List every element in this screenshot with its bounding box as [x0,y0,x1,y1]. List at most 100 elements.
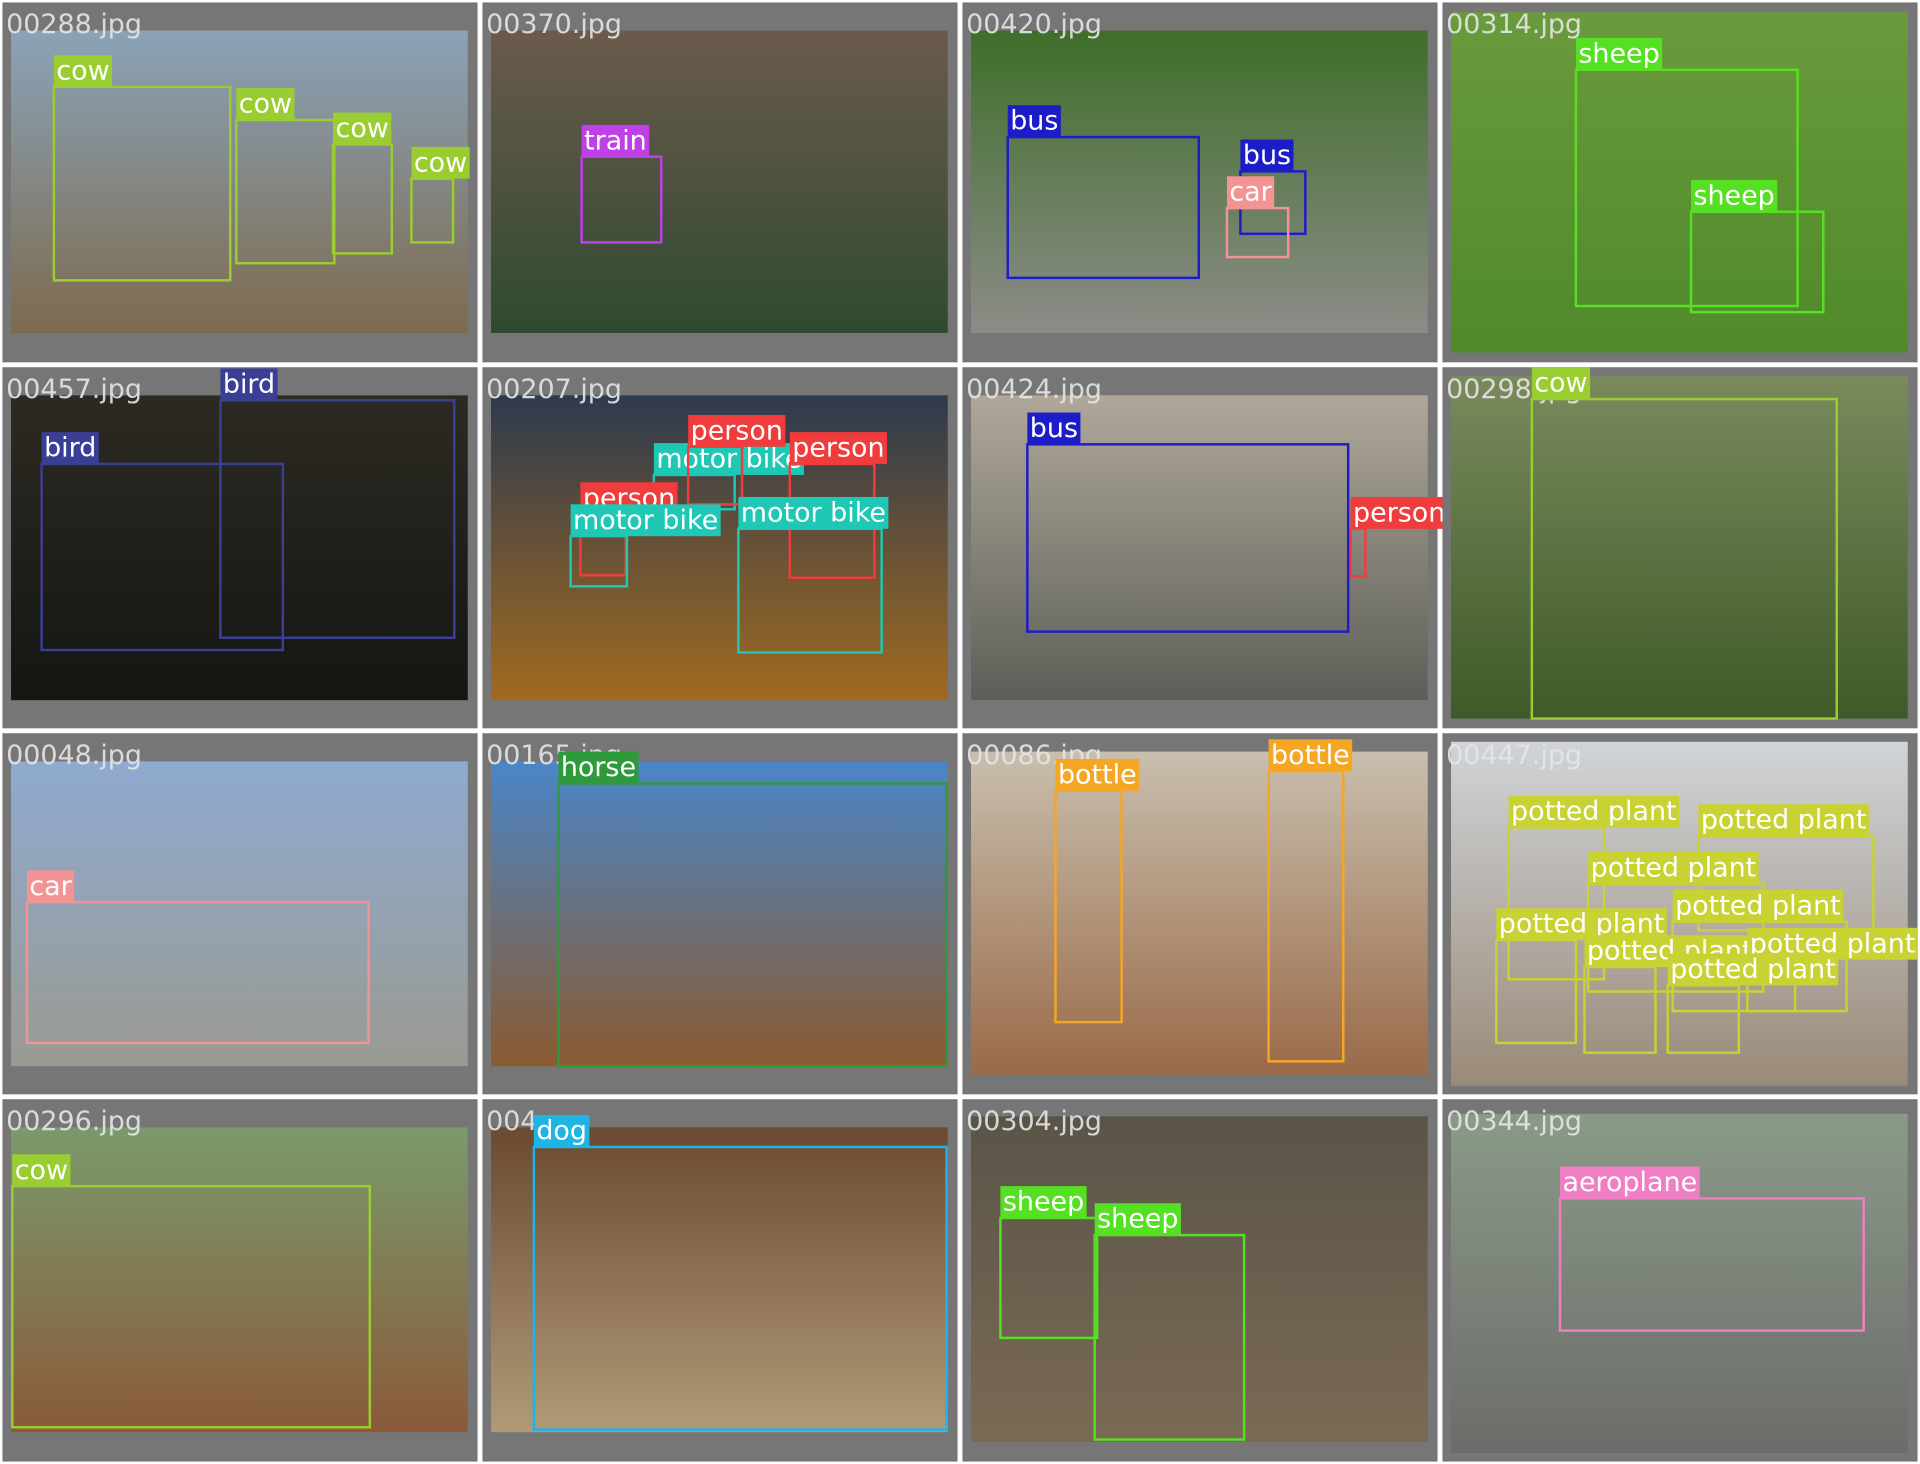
bounding-box [1093,1233,1246,1441]
bounding-box [219,399,456,639]
box-label: bus [1010,106,1058,137]
box-label: cow [336,113,389,144]
box-label: horse [561,752,636,783]
box-label: bus [1030,413,1078,444]
photo [1451,12,1908,353]
label-background [653,443,804,475]
label-background [1691,179,1778,212]
photo [971,751,1428,1075]
filename: 00314.jpg [1446,9,1582,40]
filename: 00304.jpg [966,1106,1102,1137]
photo [11,1127,468,1433]
filename: 00424.jpg [966,374,1102,405]
label-background [1672,889,1844,922]
box-label: potted plant [1670,954,1836,985]
label-background [1240,139,1294,172]
filename: 00288.jpg [6,9,142,40]
photo [1451,1113,1908,1453]
label-background [236,88,295,120]
label-background [1000,1186,1087,1218]
filename: 00207.jpg [486,374,622,405]
box-label: sheep [1097,1204,1178,1235]
label-background [1007,105,1061,138]
filename: 00447.jpg [1446,740,1582,771]
box-label: motor bike [573,505,718,536]
label-background [53,55,113,87]
label-background [533,1115,590,1147]
box-label: bus [1243,140,1291,171]
label-background [1094,1203,1181,1236]
box-label: sheep [1003,1187,1084,1218]
label-background [1496,908,1667,941]
box-label: cow [414,147,467,178]
label-background [1698,804,1869,837]
box-label: bottle [1271,740,1350,771]
label-background [1268,739,1353,772]
box-label: car [1229,177,1272,208]
box-label: sheep [1693,180,1774,211]
box-label: potted plant [1701,805,1867,836]
box-label: bird [223,369,275,400]
box-label: person [1353,497,1445,528]
label-background [558,751,639,784]
label-background [688,414,786,447]
box-label: motor bike [656,444,801,475]
label-background [1560,1166,1700,1199]
label-background [738,496,889,529]
filename: 00296.jpg [6,1106,142,1137]
photo [971,1116,1428,1442]
label-background [1508,795,1680,828]
box-label: cow [239,89,292,120]
filename: 00048.jpg [6,740,142,771]
label-background [1226,176,1275,209]
box-label: potted plant [1675,890,1841,921]
bounding-box [1558,1197,1865,1332]
label-background [333,112,392,145]
filename: 00344.jpg [1446,1106,1582,1137]
label-background [41,432,99,464]
label-background [1350,496,1448,529]
box-label: motor bike [741,497,886,528]
filename: 00370.jpg [486,9,622,40]
box-label: train [584,125,647,156]
label-background [1588,851,1759,884]
label-background [26,870,75,903]
box-label: aeroplane [1562,1167,1697,1198]
label-background [12,1154,71,1187]
box-label: person [691,415,783,446]
bounding-box [1006,135,1200,280]
box-label: car [29,871,72,902]
box-label: potted plant [1499,909,1665,940]
bounding-box [557,782,948,1068]
label-background [411,146,470,179]
box-label: person [792,433,884,464]
label-background [581,124,650,157]
box-label: potted plant [1511,796,1677,827]
box-label: sheep [1578,38,1659,69]
box-label: bird [44,433,96,464]
label-background [1667,953,1839,986]
filename: 00457.jpg [6,374,142,405]
photo [11,761,468,1067]
bounding-box [52,85,232,282]
label-background [1575,37,1663,70]
photo [1451,375,1908,719]
label-background [1055,758,1140,791]
bounding-box [40,462,285,652]
bounding-box [1574,68,1799,308]
box-label: dog [536,1116,587,1147]
label-background [570,504,721,537]
bounding-box [532,1145,948,1431]
bounding-box [11,1184,372,1429]
box-label: cow [15,1155,68,1186]
label-background [789,432,887,464]
filename: 00420.jpg [966,9,1102,40]
photo [491,761,948,1067]
label-background [220,368,278,401]
label-background [1531,367,1591,400]
box-label: bottle [1058,759,1137,790]
bounding-box [25,900,370,1045]
photo [491,1127,948,1433]
bounding-box [1530,397,1838,720]
